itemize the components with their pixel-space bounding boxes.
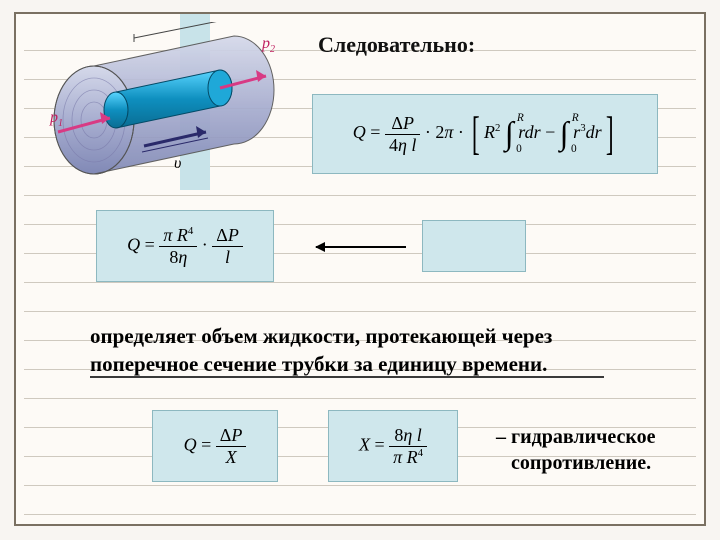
description-underline [90,376,604,378]
p2-label: p2 [261,35,275,55]
hydraulic-resistance-label: – гидравлическое сопротивление. [496,424,656,476]
formula-poiseuille: Q = π R48η · ΔPl [96,210,274,282]
formula-1-content: Q = ΔP4η l · 2π · [R2 ∫R0 rdr − ∫R0 r3dr… [353,107,617,161]
formula-5-content: X = 8η lπ R4 [359,425,427,468]
description-text: определяет объем жидкости, протекающей ч… [90,322,664,379]
formula-q-integral: Q = ΔP4η l · 2π · [R2 ∫R0 rdr − ∫R0 r3dr… [312,94,658,174]
cylinder-diagram: υ p1 p2 [44,22,280,180]
velocity-label: υ [174,155,181,172]
derivation-arrow [316,246,406,248]
formula-2-content: Q = π R48η · ΔPl [127,225,243,268]
formula-x-resistance: X = 8η lπ R4 [328,410,458,482]
title-text: Следовательно: [318,32,475,58]
formula-4-content: Q = ΔPX [184,425,247,468]
intermediate-box [422,220,526,272]
formula-q-over-x: Q = ΔPX [152,410,278,482]
slide-frame: υ p1 p2 Следовательно: Q = ΔP4η l · 2π ·… [14,12,706,526]
